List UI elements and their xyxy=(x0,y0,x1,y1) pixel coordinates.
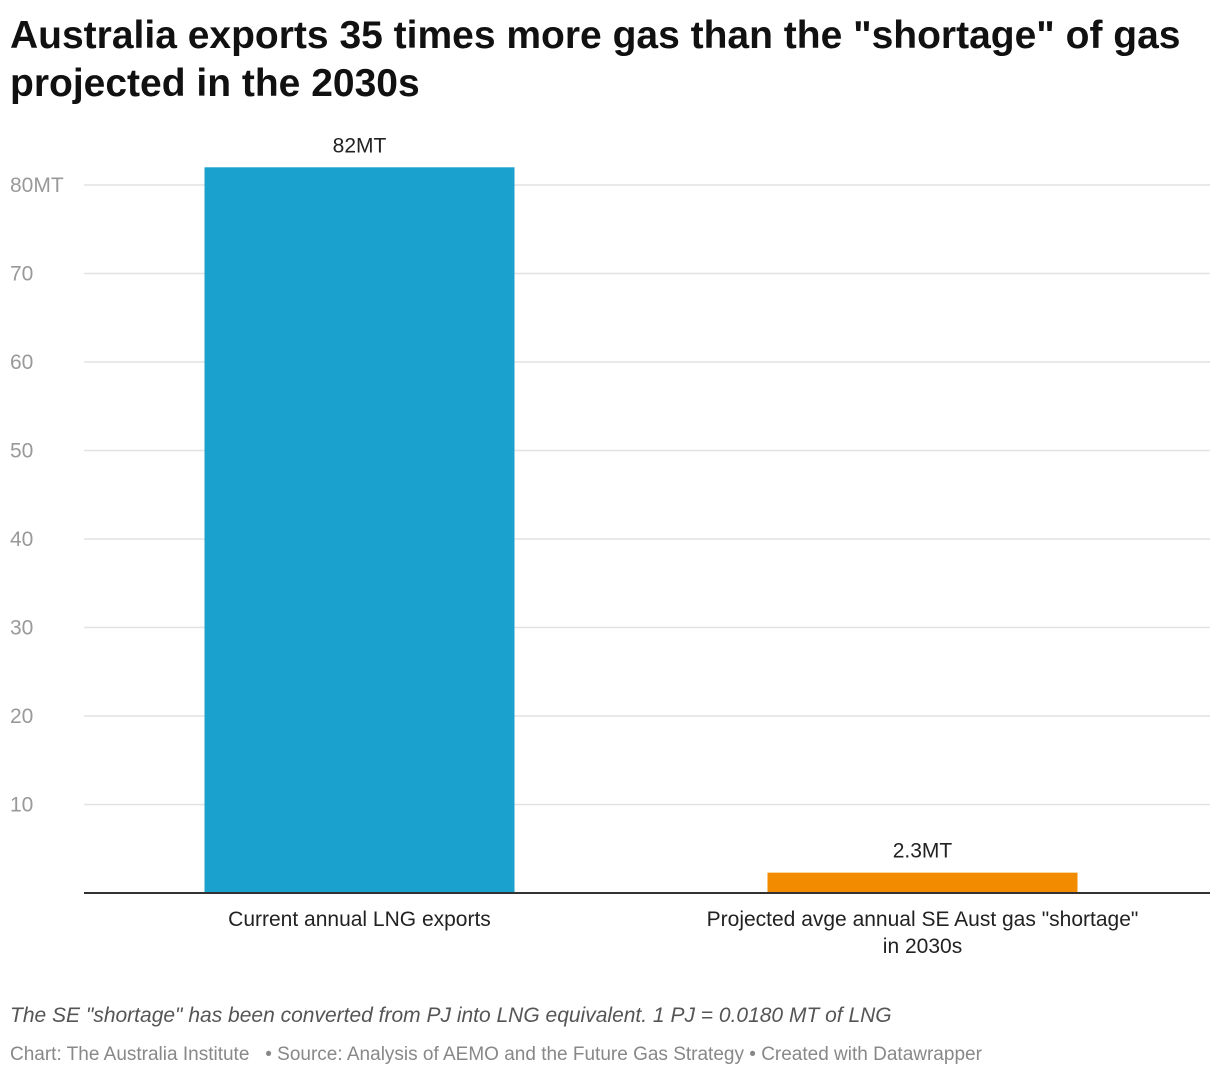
bar xyxy=(204,167,515,894)
x-category-label: Projected avge annual SE Aust gas "short… xyxy=(707,908,1139,931)
bar-chart: 10 20 30 40 50 60 70 80MT 82MT 2.3MT Current ann… xyxy=(10,134,1210,958)
y-tick-label: 80MT xyxy=(10,174,64,197)
y-tick-label: 20 xyxy=(10,705,33,728)
bar xyxy=(767,872,1078,893)
x-axis-category-labels: Current annual LNG exports Projected avge… xyxy=(228,908,1138,958)
credit-source: Source: Analysis of AEMO and the Future … xyxy=(277,1044,744,1065)
y-tick-label: 70 xyxy=(10,263,33,286)
y-tick-label: 10 xyxy=(10,794,33,817)
y-tick-label: 50 xyxy=(10,440,33,463)
bar-value-label: 82MT xyxy=(333,134,387,157)
bar-value-label: 2.3MT xyxy=(893,840,953,863)
credit-chart: Chart: The Australia Institute xyxy=(10,1044,250,1065)
bar-value-labels: 82MT 2.3MT xyxy=(333,134,953,862)
chart-credits: Chart: The Australia Institute • Source:… xyxy=(10,1044,1210,1066)
x-category-label: Current annual LNG exports xyxy=(228,908,491,931)
chart-notes: The SE "shortage" has been converted fro… xyxy=(10,1004,892,1027)
y-tick-label: 40 xyxy=(10,528,33,551)
y-axis-ticks: 10 20 30 40 50 60 70 80MT xyxy=(10,174,64,817)
bars xyxy=(204,167,1078,894)
y-tick-label: 30 xyxy=(10,617,33,640)
chart-title: Australia exports 35 times more gas than… xyxy=(10,14,1181,105)
credit-separator: • xyxy=(254,1044,278,1065)
y-tick-label: 60 xyxy=(10,351,33,374)
credit-created: Created with Datawrapper xyxy=(761,1044,982,1065)
x-category-label: in 2030s xyxy=(883,935,962,958)
credit-separator: • xyxy=(749,1044,762,1065)
